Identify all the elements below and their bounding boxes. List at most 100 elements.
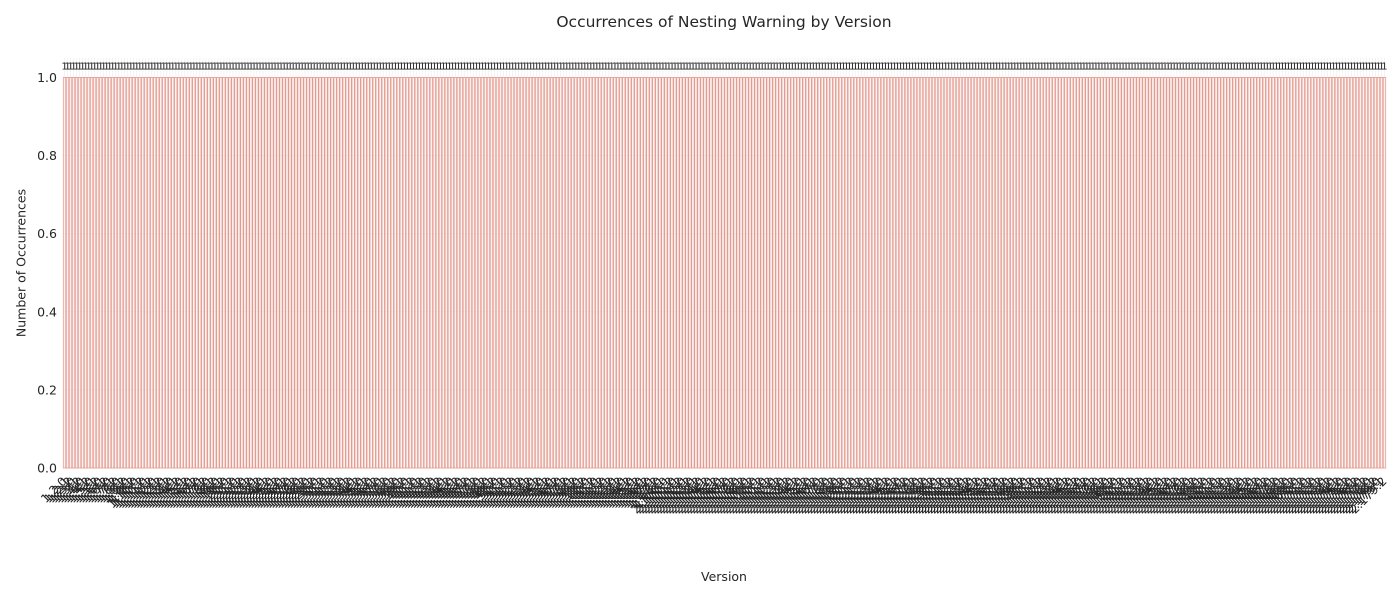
bar	[1109, 77, 1113, 469]
bar-value-label: 1	[239, 62, 245, 73]
bar-value-label: 1	[681, 62, 687, 73]
bar	[165, 77, 169, 469]
bar	[766, 77, 770, 469]
bar-value-label: 1	[597, 62, 603, 73]
bar-value-label: 1	[1183, 62, 1189, 73]
bar-value-label: 1	[1288, 62, 1294, 73]
bar	[312, 77, 316, 469]
bar-value-label: 1	[951, 62, 957, 73]
bar-value-label: 1	[359, 62, 365, 73]
bar	[880, 77, 884, 469]
bar	[586, 77, 590, 469]
bar	[1250, 77, 1254, 469]
bar-value-label: 1	[356, 62, 362, 73]
bar-value-label: 1	[470, 62, 476, 73]
x-axis-label: Version	[701, 569, 747, 584]
bar	[95, 77, 100, 469]
bar	[562, 77, 566, 469]
bar-value-label: 1	[575, 62, 581, 73]
bar-value-label: 1	[792, 62, 798, 73]
bar-value-label: 1	[627, 62, 633, 73]
bar	[65, 77, 70, 469]
bar-value-label: 1	[455, 62, 461, 73]
bar	[510, 77, 515, 469]
bar	[952, 77, 957, 469]
bar	[928, 77, 933, 469]
bar	[1205, 77, 1209, 469]
bar-value-label: 1	[1177, 62, 1183, 73]
bar	[958, 77, 963, 469]
bar	[498, 77, 503, 469]
bar	[721, 77, 725, 469]
bar-value-label: 1	[1129, 62, 1135, 73]
bar	[177, 77, 181, 469]
bar	[1181, 77, 1185, 469]
bar	[706, 77, 710, 469]
bar	[1307, 77, 1311, 469]
bar-value-label: 1	[1225, 62, 1231, 73]
bar	[1337, 77, 1341, 469]
bar-value-label: 1	[539, 62, 545, 73]
bar	[940, 77, 945, 469]
bar	[883, 77, 887, 469]
bar	[1280, 77, 1284, 469]
bar-value-label: 1	[70, 62, 76, 73]
bar	[216, 77, 220, 469]
bar-value-label: 1	[1117, 62, 1123, 73]
bar-value-label: 1	[1336, 62, 1342, 73]
bar-value-label: 1	[1204, 62, 1210, 73]
bar	[531, 77, 536, 469]
bar-value-label: 1	[726, 62, 732, 73]
bar-value-label: 1	[750, 62, 756, 73]
bar-value-label: 1	[1051, 62, 1057, 73]
bar	[423, 77, 427, 469]
bar	[375, 77, 379, 469]
bar-value-label: 1	[1192, 62, 1198, 73]
bar	[528, 77, 533, 469]
bar-value-label: 1	[837, 62, 843, 73]
bar	[117, 77, 121, 469]
bar	[592, 77, 596, 469]
bar-value-label: 1	[1357, 62, 1363, 73]
bar-value-label: 1	[76, 62, 82, 73]
bar	[86, 77, 91, 469]
bar-value-label: 1	[200, 62, 206, 73]
bar-value-label: 1	[233, 62, 239, 73]
bar	[730, 77, 734, 469]
bar	[162, 77, 166, 469]
bar-value-label: 1	[1330, 62, 1336, 73]
bar-value-label: 1	[864, 62, 870, 73]
bar	[898, 77, 903, 469]
bar	[180, 77, 184, 469]
bar-value-label: 1	[449, 62, 455, 73]
bar-value-label: 1	[1201, 62, 1207, 73]
bar	[943, 77, 948, 469]
bar-value-label: 1	[936, 62, 942, 73]
bar-value-label: 1	[230, 62, 236, 73]
bar	[847, 77, 851, 469]
bar-value-label: 1	[173, 62, 179, 73]
bar	[1175, 77, 1179, 469]
bar	[1361, 77, 1366, 469]
bar	[751, 77, 755, 469]
bar	[1052, 77, 1056, 469]
bar-value-label: 1	[251, 62, 257, 73]
bar-value-label: 1	[738, 62, 744, 73]
bar	[799, 77, 803, 469]
bar-value-label: 1	[416, 62, 422, 73]
bar	[619, 77, 623, 469]
bar	[745, 77, 749, 469]
bar	[661, 77, 665, 469]
bar	[447, 77, 451, 469]
bar	[255, 77, 259, 469]
bar-value-label: 1	[867, 62, 873, 73]
bar-value-label: 1	[179, 62, 185, 73]
bar-value-label: 1	[1372, 62, 1378, 73]
bar-value-label: 1	[849, 62, 855, 73]
bar	[682, 77, 686, 469]
bar	[435, 77, 439, 469]
bar	[1313, 77, 1317, 469]
bar-value-label: 1	[843, 62, 849, 73]
bar-value-label: 1	[771, 62, 777, 73]
bar-value-label: 1	[1258, 62, 1264, 73]
